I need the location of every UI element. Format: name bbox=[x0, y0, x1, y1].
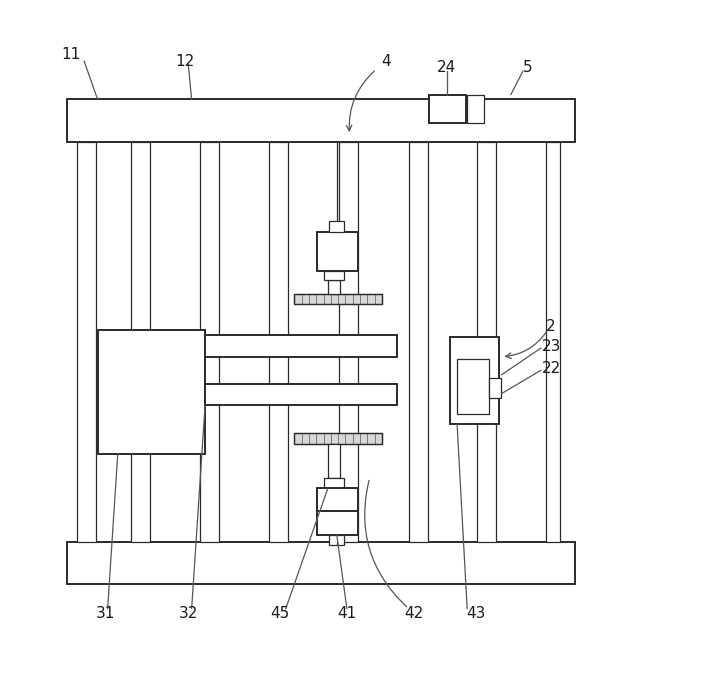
Bar bbox=[317, 511, 358, 535]
Bar bbox=[200, 141, 219, 542]
Bar bbox=[477, 141, 496, 542]
Bar bbox=[78, 141, 97, 542]
Bar bbox=[330, 535, 344, 545]
Text: 2: 2 bbox=[547, 319, 556, 334]
Bar bbox=[324, 477, 344, 488]
Bar bbox=[317, 232, 358, 271]
Text: 24: 24 bbox=[437, 60, 457, 76]
Bar bbox=[97, 330, 205, 454]
Bar bbox=[467, 94, 484, 123]
Text: 41: 41 bbox=[338, 606, 356, 621]
Bar bbox=[429, 94, 466, 123]
Bar bbox=[457, 358, 489, 414]
Bar bbox=[328, 280, 340, 293]
Bar bbox=[68, 99, 575, 141]
Bar bbox=[205, 335, 396, 357]
Bar bbox=[450, 337, 499, 424]
Bar bbox=[324, 271, 344, 280]
Bar bbox=[205, 384, 396, 405]
Text: 22: 22 bbox=[542, 361, 560, 377]
Bar bbox=[409, 141, 428, 542]
Text: 32: 32 bbox=[179, 606, 198, 621]
Text: 23: 23 bbox=[542, 339, 561, 354]
Bar bbox=[68, 542, 575, 584]
Text: 43: 43 bbox=[466, 606, 486, 621]
Bar bbox=[295, 293, 382, 304]
Bar bbox=[547, 141, 560, 542]
Bar bbox=[489, 378, 502, 398]
Text: 42: 42 bbox=[404, 606, 423, 621]
Text: 5: 5 bbox=[523, 60, 532, 76]
Bar bbox=[330, 221, 344, 232]
Text: 31: 31 bbox=[96, 606, 115, 621]
Text: 12: 12 bbox=[175, 53, 195, 69]
Bar bbox=[317, 488, 358, 511]
Bar bbox=[295, 293, 382, 304]
Text: 4: 4 bbox=[382, 53, 391, 69]
Text: 45: 45 bbox=[271, 606, 290, 621]
Bar bbox=[295, 433, 382, 444]
Bar bbox=[269, 141, 287, 542]
Bar bbox=[295, 433, 382, 444]
Text: 11: 11 bbox=[61, 47, 81, 62]
Bar bbox=[340, 141, 359, 542]
Bar bbox=[131, 141, 150, 542]
Bar bbox=[328, 444, 340, 477]
